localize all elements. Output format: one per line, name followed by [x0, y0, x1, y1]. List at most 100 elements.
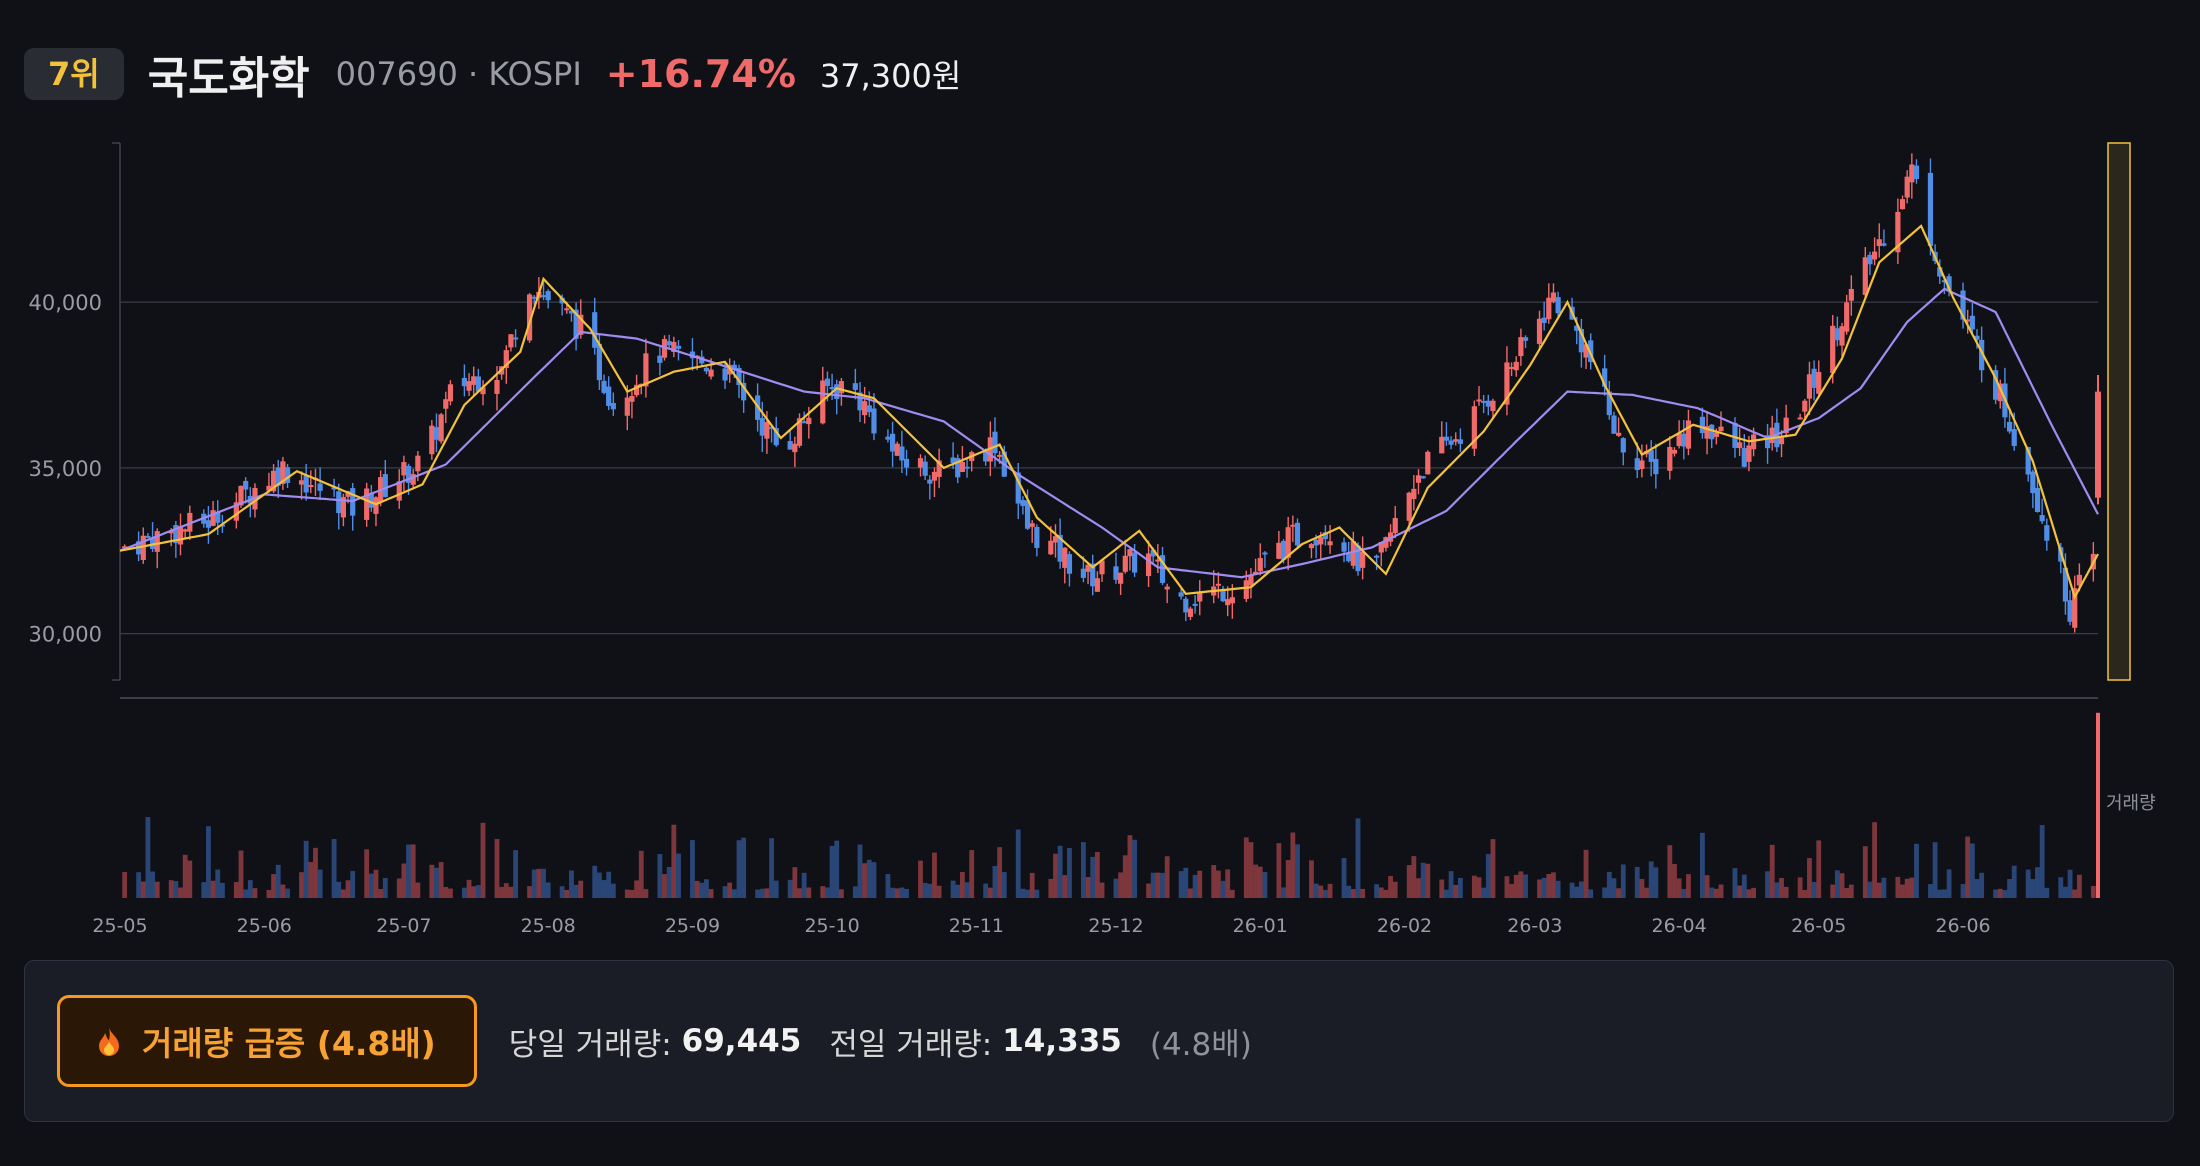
volume-bar [1374, 884, 1380, 898]
candle-body [1322, 532, 1329, 540]
candle-body [1378, 542, 1384, 553]
volume-bar [1969, 843, 1975, 898]
x-tick-label: 26-06 [1935, 915, 1990, 937]
candle-body [959, 462, 965, 472]
volume-bar [1215, 870, 1221, 898]
volume-bar [997, 847, 1003, 898]
volume-bar [1295, 844, 1300, 898]
candlestick-chart: 30,000 35,000 40,000 거래량 25-05 25-06 25-07 25-0… [29, 142, 2156, 937]
volume-bar [634, 880, 640, 898]
volume-bar [1160, 872, 1165, 898]
candle-body [1676, 433, 1682, 447]
candle-body [513, 337, 519, 340]
volume-bar [1546, 873, 1552, 898]
volume-bar [932, 852, 937, 898]
volume-bar [708, 889, 714, 898]
candle-body [1257, 558, 1263, 572]
candle-body [1225, 599, 1231, 606]
candle-body [1090, 563, 1096, 587]
volume-bar [471, 886, 477, 898]
volume-bar [857, 844, 863, 898]
x-tick-label: 25-12 [1088, 915, 1143, 937]
candle-body [1383, 537, 1389, 548]
candle-body [610, 402, 616, 410]
candle-body [140, 535, 146, 561]
candle-body [806, 417, 812, 425]
volume-bar [271, 874, 276, 898]
volume-bar [1741, 874, 1747, 898]
volume-bar [1122, 855, 1128, 898]
x-tick-label: 25-06 [237, 915, 292, 937]
volume-bar [1211, 865, 1217, 898]
candle-body [1294, 522, 1301, 546]
candle-body [433, 427, 440, 440]
volume-bar [1146, 883, 1151, 898]
volume-bar [852, 886, 858, 898]
candle-body [834, 384, 840, 399]
candle-body [759, 418, 765, 436]
candle-body [1881, 243, 1887, 246]
volume-bar [527, 886, 532, 898]
candle-body [494, 379, 500, 394]
volume-bar [2002, 889, 2008, 898]
candle-body [1346, 553, 1352, 562]
volume-bar [1392, 881, 1398, 898]
volume-bar [1686, 874, 1691, 898]
volume-bar [2039, 825, 2045, 898]
volume-bar [955, 884, 961, 898]
candle-body [1415, 475, 1422, 483]
candle-body [405, 465, 412, 483]
volume-bar [1578, 881, 1584, 898]
previous-volume-label: 전일 거래량: [829, 1026, 993, 1063]
volume-bar [154, 881, 160, 898]
candle-body [1052, 536, 1059, 543]
candle-body [531, 296, 537, 299]
volume-bar [1085, 877, 1091, 898]
volume-bar [569, 870, 574, 898]
candle-body [2067, 600, 2073, 622]
volume-bar [1504, 876, 1510, 898]
x-tick-label: 26-04 [1652, 915, 1707, 937]
candle-body [182, 529, 188, 532]
volume-bar [2058, 877, 2064, 898]
volume-bar [1942, 889, 1947, 898]
volume-bar [266, 889, 272, 898]
last-candle-highlight [2107, 142, 2131, 681]
volume-bar [1053, 853, 1058, 898]
candle-body [2006, 421, 2013, 432]
candle-body [955, 458, 961, 478]
candle-body [480, 387, 486, 395]
candle-body [303, 474, 309, 493]
candle-body [787, 441, 793, 450]
candle-body [1280, 540, 1287, 560]
volume-bar [1360, 888, 1366, 898]
candle-body [1118, 572, 1124, 584]
volume-bar [1997, 888, 2003, 898]
candle-body [1946, 276, 1952, 292]
x-tick-label: 25-05 [92, 915, 147, 937]
volume-bar [1611, 878, 1617, 898]
candle-body [1872, 251, 1878, 260]
candle-body [1960, 290, 1966, 320]
volume-bar [1816, 840, 1822, 898]
volume-bar [1090, 856, 1096, 898]
volume-bar [2090, 886, 2096, 898]
volume-bar [801, 872, 807, 898]
volume-bar [308, 862, 314, 898]
candle-body [564, 308, 570, 311]
volume-bar [1099, 882, 1105, 898]
volume-bar [1490, 839, 1496, 898]
volume-bar [1383, 889, 1389, 898]
volume-bar [443, 886, 449, 898]
price-change: +16.74% [605, 52, 796, 96]
volume-bar [1416, 878, 1421, 898]
candle-body [1276, 542, 1282, 559]
volume-bar [1155, 872, 1161, 898]
volume-bar [936, 885, 942, 898]
volume-bar [215, 869, 221, 898]
candle-body [796, 418, 803, 446]
volume-bar [1444, 889, 1449, 898]
candle-body [634, 384, 640, 396]
candle-body [243, 480, 249, 490]
volume-bar [1583, 849, 1589, 898]
